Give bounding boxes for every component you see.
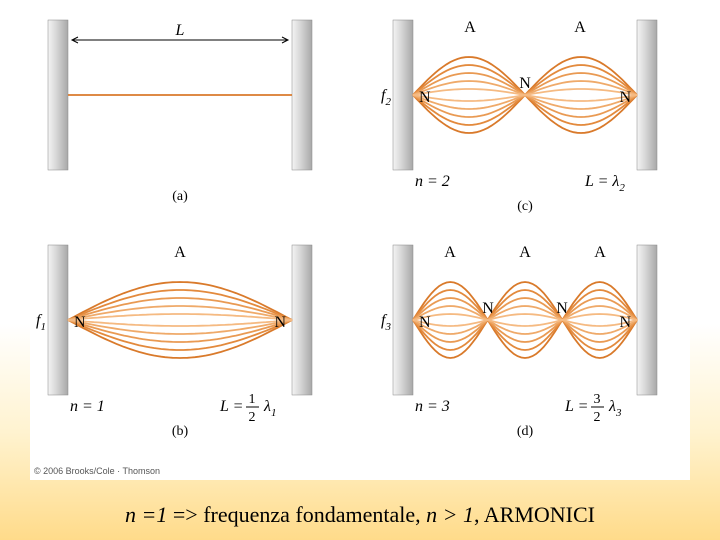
panel-a: L (a) [30, 10, 345, 225]
wave-envelope-upper [413, 298, 637, 320]
svg-text:3: 3 [594, 392, 601, 407]
eq-c: L = λ2 [584, 173, 625, 194]
n-label-b: n = 1 [70, 398, 105, 415]
panel-c-id: (c) [517, 199, 533, 214]
svg-text:λ3: λ3 [608, 398, 622, 419]
wave-envelope-upper [68, 290, 292, 320]
wave-envelope-lower [68, 320, 292, 326]
wave-envelope-upper [413, 290, 637, 320]
wall-left [48, 20, 68, 170]
n-label-d: n = 3 [415, 398, 450, 415]
antinode-A: A [174, 244, 186, 261]
panel-a-id: (a) [172, 189, 188, 204]
antinode-A2: A [574, 19, 586, 36]
wave-envelope-lower [413, 320, 637, 326]
n-label-c: n = 2 [415, 173, 450, 190]
node-N1: N [419, 314, 431, 331]
antinode-A1: A [444, 244, 456, 261]
wall-right [637, 20, 657, 170]
wall-right [292, 245, 312, 395]
wave-envelope-upper [413, 306, 637, 320]
node-N1: N [74, 314, 86, 331]
wave-envelope-lower [413, 95, 637, 109]
caption-text: frequenza fondamentale, [203, 502, 426, 527]
antinode-A1: A [464, 19, 476, 36]
figure-area: L (a) A A N N N [30, 10, 690, 480]
wave-envelope-lower [413, 95, 637, 101]
wall-right [637, 245, 657, 395]
panel-a-svg: L (a) [30, 10, 330, 220]
svg-text:2: 2 [594, 410, 601, 425]
f-label-d: f3 [381, 312, 391, 333]
node-N1: N [419, 89, 431, 106]
svg-text:L =: L = [219, 398, 243, 415]
panel-b-id: (b) [172, 424, 189, 439]
panel-b: A N N f1 n = 1 L = 1 2 λ1 [30, 235, 345, 450]
svg-text:2: 2 [249, 410, 256, 425]
wave-envelope-upper [413, 314, 637, 320]
panel-c: A A N N N f2 n = 2 L = λ2 (c) [375, 10, 690, 225]
svg-text:L =: L = [564, 398, 588, 415]
node-N2: N [274, 314, 286, 331]
wall-right [292, 20, 312, 170]
wave-envelopes-d [413, 282, 637, 358]
caption-arrow: => [167, 502, 203, 527]
panel-d-id: (d) [517, 424, 534, 439]
panel-c-svg: A A N N N f2 n = 2 L = λ2 (c) [375, 10, 675, 220]
wave-envelopes-c [413, 57, 637, 133]
wave-envelope-lower [413, 320, 637, 350]
panel-b-svg: A N N f1 n = 1 L = 1 2 λ1 [30, 235, 330, 445]
wall-left [48, 245, 68, 395]
caption-arm: , ARMONICI [474, 502, 595, 527]
node-N2: N [482, 300, 494, 317]
node-N3: N [556, 300, 568, 317]
node-N3: N [619, 89, 631, 106]
f-label-b: f1 [36, 312, 46, 333]
svg-text:1: 1 [249, 392, 256, 407]
wave-envelope-lower [68, 320, 292, 350]
node-N2: N [519, 75, 531, 92]
antinode-A3: A [594, 244, 606, 261]
svg-text:λ1: λ1 [263, 398, 276, 419]
panel-d-svg: A A A N N N N f3 n = 3 L = 3 2 [375, 235, 675, 445]
wave-envelopes-b [68, 282, 292, 358]
node-N4: N [619, 314, 631, 331]
caption: n =1 => frequenza fondamentale, n > 1, A… [0, 502, 720, 528]
wall-left [393, 20, 413, 170]
panel-grid: L (a) A A N N N [30, 10, 690, 450]
wave-envelope-lower [413, 320, 637, 334]
panel-d: A A A N N N N f3 n = 3 L = 3 2 [375, 235, 690, 450]
label-L: L [175, 22, 185, 39]
caption-ngt1: n > 1 [426, 502, 474, 527]
wall-left [393, 245, 413, 395]
antinode-A2: A [519, 244, 531, 261]
eq-b: L = 1 2 λ1 [219, 392, 276, 425]
wave-envelope-lower [413, 320, 637, 342]
copyright-text: © 2006 Brooks/Cole · Thomson [34, 466, 160, 476]
f-label-c: f2 [381, 87, 391, 108]
page-root: L (a) A A N N N [0, 0, 720, 540]
wave-envelope-upper [68, 314, 292, 320]
eq-d: L = 3 2 λ3 [564, 392, 622, 425]
caption-n1: n =1 [125, 502, 167, 527]
